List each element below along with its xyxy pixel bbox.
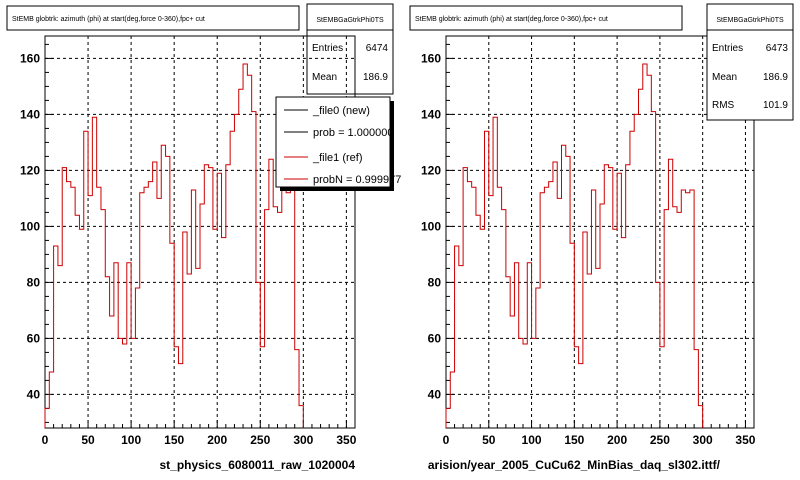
stats-mean-value: 186.9 bbox=[763, 72, 788, 83]
y-tick-label: 40 bbox=[428, 387, 442, 401]
histogram-line bbox=[445, 63, 704, 428]
y-tick-label: 100 bbox=[421, 219, 441, 233]
x-tick-label: 0 bbox=[42, 433, 49, 447]
legend: _file0 (new) prob = 1.000000 _file1 (ref… bbox=[275, 96, 401, 191]
x-tick-label: 250 bbox=[250, 433, 270, 447]
x-tick-label: 150 bbox=[564, 433, 584, 447]
stats-box bbox=[706, 3, 794, 121]
grid bbox=[446, 36, 754, 428]
y-tick-label: 80 bbox=[27, 275, 41, 289]
y-tick-label: 120 bbox=[421, 163, 441, 177]
x-tick-label: 0 bbox=[443, 433, 450, 447]
histogram-line bbox=[44, 63, 304, 428]
y-tick-label: 60 bbox=[428, 331, 442, 345]
histogram-title: StEMB globtrk: azimuth (phi) at start(de… bbox=[12, 16, 205, 23]
title-box bbox=[409, 5, 683, 31]
stats-entries-value: 6473 bbox=[766, 43, 789, 54]
y-tick-label: 100 bbox=[20, 219, 40, 233]
x-axis-title: st_physics_6080011_raw_1020004 bbox=[159, 458, 355, 472]
x-tick-label: 300 bbox=[693, 433, 713, 447]
x-tick-label: 200 bbox=[607, 433, 627, 447]
x-tick-label: 150 bbox=[164, 433, 184, 447]
y-tick-label: 40 bbox=[27, 387, 41, 401]
legend-label-3: probN = 0.999977 bbox=[313, 174, 401, 186]
stats-entries-label: Entries bbox=[712, 43, 743, 54]
stats-entries-label: Entries bbox=[312, 43, 343, 54]
y-tick-label: 160 bbox=[20, 51, 40, 65]
axes: 0 50 100 150 200 250 300 350 40 60 80 100 120 140 160 bbox=[20, 43, 357, 447]
x-tick-label: 100 bbox=[522, 433, 542, 447]
stats-box bbox=[306, 3, 394, 95]
x-tick-label: 250 bbox=[650, 433, 670, 447]
y-tick-label: 120 bbox=[20, 163, 40, 177]
x-tick-label: 350 bbox=[336, 433, 356, 447]
stats-name: StEMBGaGtrkPhi0TS bbox=[716, 17, 784, 24]
legend-label-1: prob = 1.000000 bbox=[313, 127, 393, 139]
histogram-title: StEMB globtrk: azimuth (phi) at start(de… bbox=[415, 16, 608, 23]
x-tick-label: 200 bbox=[207, 433, 227, 447]
y-tick-label: 160 bbox=[421, 51, 441, 65]
axes: 0 50 100 150 200 250 300 350 40 60 80 100 120 140 160 bbox=[421, 43, 756, 447]
x-tick-label: 100 bbox=[121, 433, 141, 447]
y-tick-label: 140 bbox=[421, 107, 441, 121]
stats-mean-label: Mean bbox=[712, 72, 737, 83]
stats-mean-value: 186.9 bbox=[363, 72, 388, 83]
stats-entries-value: 6474 bbox=[366, 43, 389, 54]
grid bbox=[45, 36, 355, 428]
y-tick-label: 80 bbox=[428, 275, 442, 289]
x-tick-label: 50 bbox=[482, 433, 496, 447]
legend-label-2: _file1 (ref) bbox=[312, 152, 363, 164]
stats-name: StEMBGaGtrkPhi0TS bbox=[316, 17, 384, 24]
title-box bbox=[6, 5, 300, 31]
y-tick-label: 140 bbox=[20, 107, 40, 121]
x-axis-title: arision/year_2005_CuCu62_MinBias_daq_sl3… bbox=[428, 458, 721, 472]
legend-label-0: _file0 (new) bbox=[312, 105, 370, 117]
x-tick-label: 50 bbox=[81, 433, 95, 447]
x-tick-label: 300 bbox=[293, 433, 313, 447]
y-tick-label: 60 bbox=[27, 331, 41, 345]
stats-mean-label: Mean bbox=[312, 72, 337, 83]
stats-rms-label: RMS bbox=[712, 100, 735, 111]
x-tick-label: 350 bbox=[735, 433, 755, 447]
stats-rms-value: 101.9 bbox=[763, 100, 788, 111]
